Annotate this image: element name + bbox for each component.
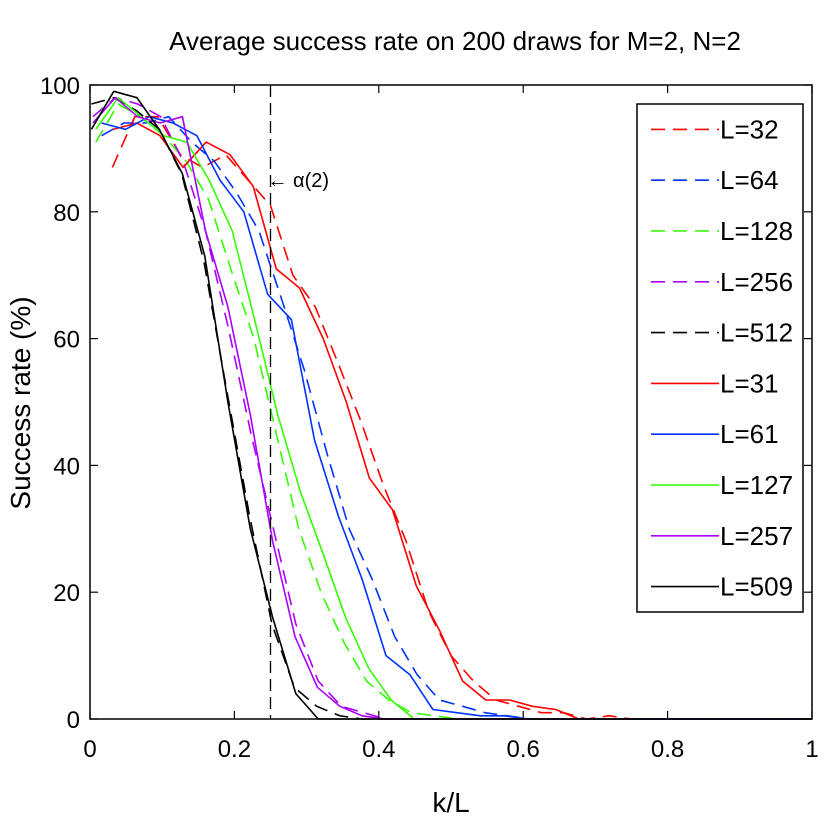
chart-title: Average success rate on 200 draws for M=… [169,26,741,56]
alpha-annotation: ← α(2) [268,170,330,192]
legend-label: L=509 [720,572,793,602]
legend-label: L=32 [720,114,779,144]
x-tick-label: 0.6 [507,736,540,763]
y-tick-label: 60 [53,327,80,354]
y-tick-label: 80 [53,200,80,227]
legend-label: L=61 [720,419,779,449]
y-tick-label: 100 [40,73,80,100]
x-tick-label: 1 [805,736,818,763]
legend-box [636,103,804,613]
x-tick-label: 0.8 [651,736,684,763]
legend-label: L=257 [720,521,793,551]
legend-label: L=64 [720,165,779,195]
legend-label: L=512 [720,318,793,348]
x-tick-label: 0.4 [362,736,395,763]
y-tick-label: 0 [67,707,80,734]
x-tick-label: 0 [83,736,96,763]
legend: L=32 L=64 L=128 L=256 L=512 L=31 L=61 L=127 L=25… [636,103,804,613]
series-line-l-512 [91,96,812,720]
legend-label: L=256 [720,267,793,297]
x-tick-label: 0.2 [218,736,251,763]
y-axis-label: Success rate (%) [5,296,36,509]
y-tick-label: 40 [53,453,80,480]
x-axis-label: k/L [432,787,469,818]
legend-label: L=128 [720,216,793,246]
legend-label: L=127 [720,470,793,500]
legend-label: L=31 [720,368,779,398]
plot-frame [89,84,813,720]
y-tick-label: 20 [53,580,80,607]
